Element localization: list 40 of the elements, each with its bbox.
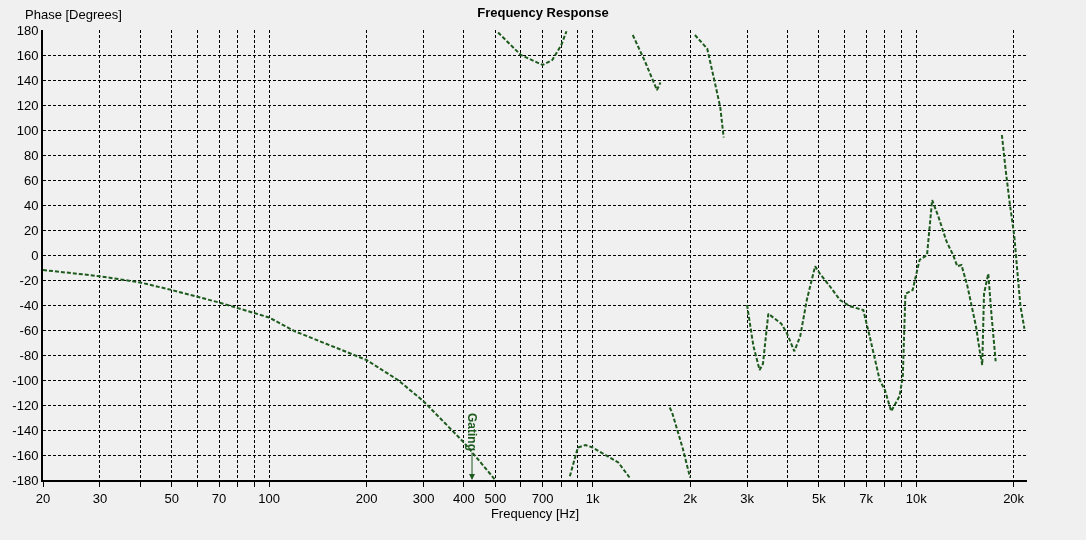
x-axis-title: Frequency [Hz]: [490, 505, 580, 521]
y-tick-label: -40: [19, 297, 39, 313]
x-tick-label: 300: [412, 490, 435, 506]
y-tick-label: -180: [12, 472, 39, 488]
chart-title: Frequency Response: [477, 5, 609, 21]
x-tick-label: 20: [35, 490, 51, 506]
y-tick-label: 20: [23, 222, 39, 238]
y-tick-label: -160: [12, 447, 39, 463]
y-tick-label: 0: [31, 247, 39, 263]
x-tick-label: 10k: [905, 490, 928, 506]
x-tick-label: 1k: [585, 490, 601, 506]
y-tick-label: 40: [23, 197, 39, 213]
y-tick-label: 180: [16, 22, 39, 38]
y-tick-label: -100: [12, 372, 39, 388]
y-tick-label: -80: [19, 347, 39, 363]
y-tick-label: 140: [16, 72, 39, 88]
y-tick-label: 120: [16, 97, 39, 113]
x-tick-label: 700: [531, 490, 554, 506]
y-tick-label: -140: [12, 422, 39, 438]
x-tick-label: 2k: [683, 490, 698, 506]
x-tick-label: 3k: [740, 490, 755, 506]
y-axis-title: Phase [Degrees]: [25, 7, 122, 22]
y-tick-label: 80: [23, 147, 39, 163]
x-tick-label: 50: [164, 490, 179, 506]
x-tick-label: 500: [484, 490, 507, 506]
y-tick-label: -120: [12, 397, 39, 413]
y-tick-label: 160: [16, 47, 39, 63]
y-tick-label: -60: [19, 322, 39, 338]
x-tick-label: 200: [355, 490, 378, 506]
x-tick-label: 70: [211, 490, 227, 506]
x-tick-label: 7k: [859, 490, 874, 506]
x-tick-label: 20k: [1003, 490, 1025, 506]
annotation: Gating: [465, 412, 480, 451]
y-tick-label: -20: [19, 272, 39, 288]
y-tick-label: 60: [23, 172, 39, 188]
x-tick-label: 30: [92, 490, 108, 506]
x-tick-label: 100: [258, 490, 280, 506]
y-tick-label: 100: [16, 122, 39, 138]
x-tick-label: 5k: [811, 490, 827, 506]
x-tick-label: 400: [453, 490, 475, 506]
